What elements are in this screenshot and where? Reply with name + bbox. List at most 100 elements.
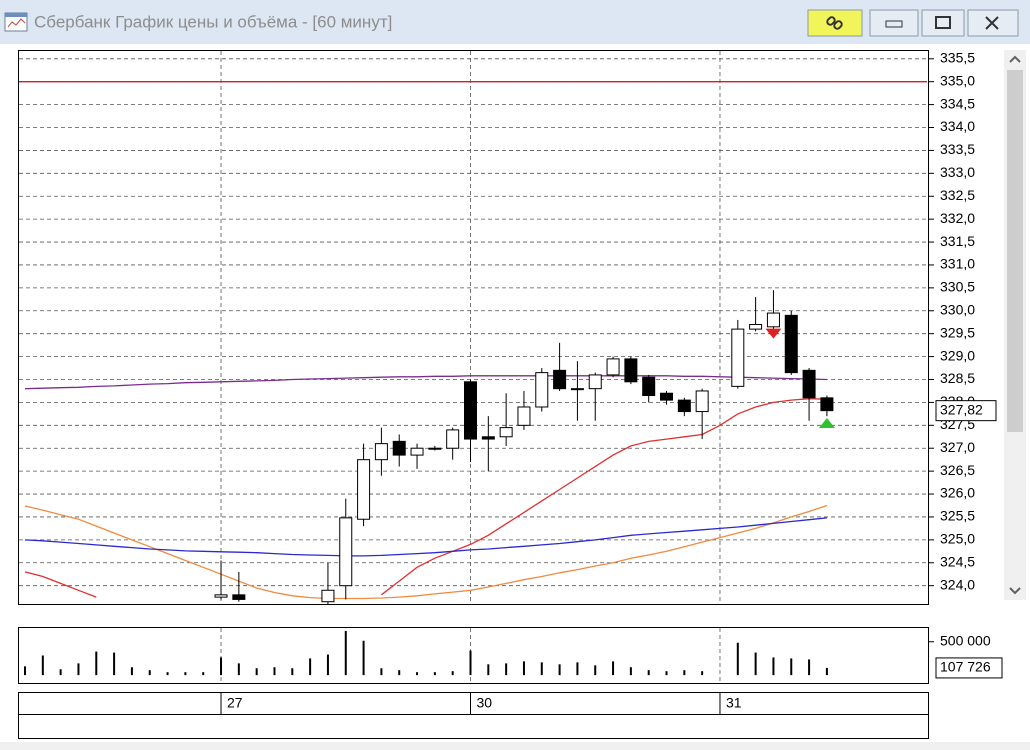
candle-body: [428, 447, 442, 450]
volume-tick-label: 500 000: [940, 632, 991, 648]
candle-body: [731, 328, 745, 387]
volume-bar: [522, 661, 525, 676]
date-strip: [18, 692, 929, 715]
last-volume-label: 107 726: [940, 659, 991, 675]
y-tick-label: 332,5: [940, 187, 975, 203]
volume-bar: [166, 672, 169, 676]
candle-body: [392, 440, 406, 456]
volume-bar: [558, 664, 561, 676]
minimize-button[interactable]: [869, 9, 919, 37]
candle-body: [802, 369, 816, 399]
volume-bar: [665, 671, 668, 676]
volume-bar: [736, 642, 739, 676]
close-icon: [985, 16, 999, 30]
info-strip: [18, 714, 929, 739]
volume-bar: [148, 670, 151, 676]
candle-body: [357, 459, 371, 520]
volume-bar: [540, 662, 543, 676]
candle-body: [517, 406, 531, 426]
y-tick-label: 327,0: [940, 439, 975, 455]
y-tick-label: 334,0: [940, 118, 975, 134]
volume-bar: [309, 658, 312, 676]
volume-bar: [220, 657, 223, 676]
y-tick-label: 335,5: [940, 49, 975, 65]
volume-bar: [469, 650, 472, 676]
volume-bar: [647, 670, 650, 676]
y-tick-label: 331,0: [940, 256, 975, 272]
x-tick-label: 31: [726, 695, 742, 711]
y-tick-label: 329,5: [940, 324, 975, 340]
volume-bar: [291, 668, 294, 676]
volume-bar: [683, 670, 686, 676]
volume-panel: [18, 627, 929, 684]
candle-body: [695, 390, 709, 413]
volume-bar: [612, 661, 615, 676]
candle-body: [642, 376, 656, 397]
volume-bar: [808, 659, 811, 676]
y-tick-label: 335,0: [940, 72, 975, 88]
volume-bar: [59, 669, 62, 676]
restore-button[interactable]: [921, 9, 965, 37]
last-volume-box: [935, 657, 1003, 679]
y-tick-label: 331,5: [940, 233, 975, 249]
signal-arrow: [818, 418, 835, 429]
app-icon: [4, 12, 28, 32]
volume-bar: [629, 667, 632, 676]
volume-bar: [380, 668, 383, 676]
horizontal-scrollbar[interactable]: [0, 742, 1030, 750]
y-tick-label: 325,0: [940, 531, 975, 547]
scroll-arrows: [1009, 55, 1021, 595]
y-tick-label: 324,0: [940, 576, 975, 592]
indicator-line: [24, 398, 827, 598]
y-tick-label: 332,0: [940, 210, 975, 226]
candle-body: [660, 392, 674, 401]
candle-body: [766, 312, 780, 328]
volume-bar: [772, 657, 775, 676]
volume-bar: [433, 672, 436, 676]
minimize-icon: [885, 20, 903, 28]
volume-bar: [273, 667, 276, 676]
volume-bar: [344, 630, 347, 676]
volume-bar: [790, 658, 793, 676]
x-tick-label: 30: [477, 695, 493, 711]
price-panel: [18, 50, 929, 605]
candle-body: [784, 314, 798, 374]
candle-body: [570, 388, 584, 391]
y-tick-label: 330,5: [940, 279, 975, 295]
price-plot: [19, 51, 927, 604]
volume-bar: [255, 668, 258, 676]
scroll-thumb[interactable]: [1007, 70, 1023, 432]
volume-bar: [184, 672, 187, 676]
candle-body: [677, 399, 691, 413]
candle-body: [481, 436, 495, 440]
volume-bar: [41, 655, 44, 676]
link-icon: [826, 16, 843, 30]
volume-bar: [24, 666, 26, 676]
volume-bar: [594, 665, 597, 676]
candle-body: [553, 369, 567, 390]
candle-body: [588, 374, 602, 390]
volume-bar: [487, 664, 490, 676]
candle-body: [410, 447, 424, 456]
indicator-line: [24, 504, 828, 600]
window-title: Сбербанк График цены и объёма - [60 мину…: [34, 12, 392, 31]
volume-bar: [95, 651, 98, 676]
candle-body: [339, 517, 353, 587]
volume-bar: [202, 672, 205, 676]
candle-body: [606, 358, 620, 376]
candle-body: [499, 427, 513, 438]
volume-bar: [77, 663, 80, 676]
volume-bar: [130, 667, 133, 676]
y-tick-label: 326,0: [940, 485, 975, 501]
volume-bar: [754, 652, 757, 676]
candle-body: [820, 397, 834, 412]
restore-icon: [935, 16, 951, 29]
y-tick-label: 330,0: [940, 301, 975, 317]
y-tick-label: 329,0: [940, 347, 975, 363]
candle-body: [446, 429, 460, 449]
last-price-box: [935, 400, 997, 422]
signal-arrow: [765, 328, 782, 339]
volume-bar: [576, 662, 579, 676]
link-button[interactable]: [807, 9, 863, 37]
